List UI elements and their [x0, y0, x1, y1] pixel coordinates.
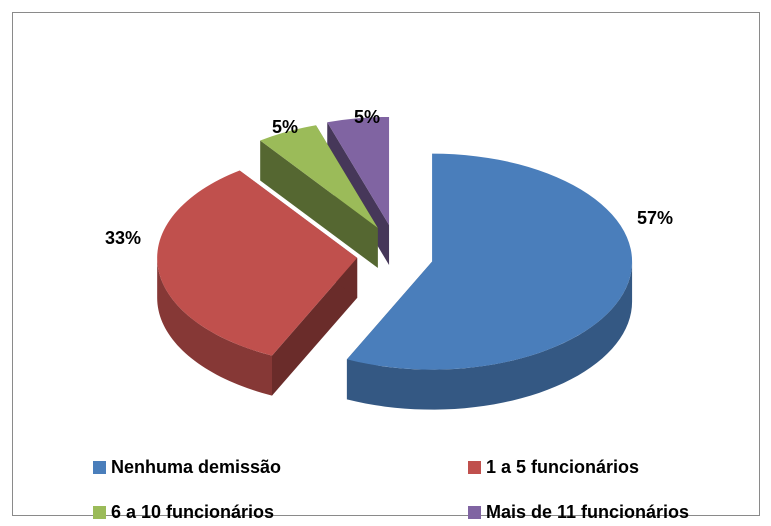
legend-swatch	[93, 506, 106, 519]
slice-top	[157, 170, 358, 356]
slice-side	[346, 261, 633, 410]
legend-swatch	[468, 506, 481, 519]
pie-slice	[157, 170, 358, 396]
pie-slice	[260, 125, 378, 268]
legend-label: Mais de 11 funcionários	[486, 502, 689, 522]
slice-top	[327, 116, 390, 225]
slice-top	[260, 125, 378, 228]
slice-top	[346, 153, 633, 370]
legend-label: 1 a 5 funcionários	[486, 457, 639, 477]
legend-label: 6 a 10 funcionários	[111, 502, 274, 522]
data-label: 5%	[272, 117, 298, 137]
chart-border	[12, 12, 760, 516]
slice-radial-wall	[272, 257, 358, 396]
slice-side	[157, 257, 273, 396]
slice-radial-wall	[260, 140, 378, 268]
legend-swatch	[93, 461, 106, 474]
data-label: 57%	[637, 208, 673, 228]
data-label: 33%	[105, 228, 141, 248]
legend-label: Nenhuma demissão	[111, 457, 281, 477]
data-label: 5%	[354, 107, 380, 127]
legend-swatch	[468, 461, 481, 474]
pie-slice	[346, 153, 633, 410]
